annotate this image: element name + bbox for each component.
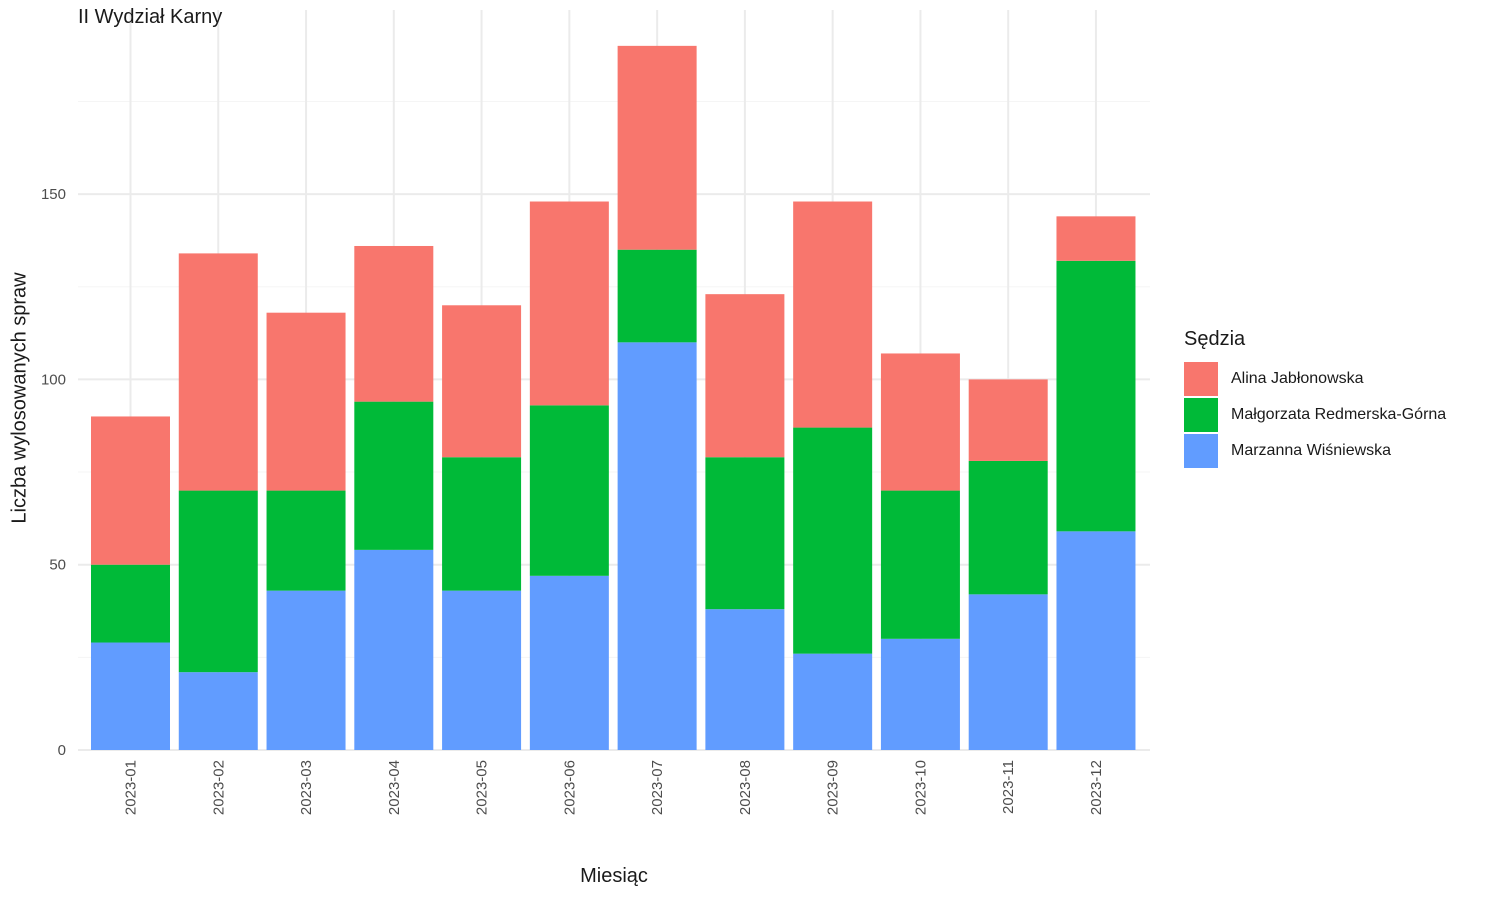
bar-segment bbox=[178, 253, 258, 491]
x-tick-label: 2023-02 bbox=[210, 760, 227, 815]
bar-segment bbox=[968, 460, 1048, 595]
bar-segment bbox=[793, 427, 873, 654]
bar-segment bbox=[91, 564, 170, 643]
bar-segment bbox=[354, 401, 434, 550]
bar-segment bbox=[880, 353, 960, 491]
bar-segment bbox=[91, 642, 170, 750]
bar-segment bbox=[880, 490, 960, 639]
chart-title: II Wydział Karny bbox=[78, 6, 223, 28]
legend-items: Alina Jabłonowska Małgorzata Redmerska-Gó… bbox=[1184, 361, 1446, 469]
legend-item: Alina Jabłonowska bbox=[1184, 361, 1446, 397]
x-tick-label: 2023-05 bbox=[474, 760, 491, 815]
legend-item: Marzanna Wiśniewska bbox=[1184, 433, 1446, 469]
bar-segment bbox=[705, 457, 785, 610]
x-tick-label: 2023-04 bbox=[386, 760, 403, 815]
legend-item: Małgorzata Redmerska-Górna bbox=[1184, 397, 1446, 433]
legend: Sędzia Alina Jabłonowska Małgorzata Redme… bbox=[1184, 328, 1446, 469]
bars bbox=[91, 45, 1136, 750]
bar-segment bbox=[91, 416, 170, 565]
bar-segment bbox=[354, 549, 434, 750]
legend-swatch bbox=[1184, 362, 1218, 396]
x-tick-label: 2023-03 bbox=[298, 760, 315, 815]
bar-segment bbox=[617, 249, 697, 343]
y-tick-label: 150 bbox=[41, 186, 66, 203]
legend-swatch bbox=[1184, 434, 1218, 468]
bar-segment bbox=[442, 457, 522, 591]
bar-segment bbox=[529, 405, 609, 576]
bar-segment bbox=[617, 342, 697, 750]
x-tick-label: 2023-09 bbox=[825, 760, 842, 815]
legend-title: Sędzia bbox=[1184, 328, 1246, 350]
x-tick-label: 2023-12 bbox=[1088, 760, 1105, 815]
x-tick-label: 2023-08 bbox=[737, 760, 754, 815]
y-axis-label: Liczba wylosowanych spraw bbox=[8, 272, 31, 524]
x-tick-label: 2023-06 bbox=[561, 760, 578, 815]
bar-segment bbox=[705, 609, 785, 750]
bar-segment bbox=[793, 201, 873, 428]
x-axis-label: Miesiąc bbox=[580, 865, 648, 887]
bar-segment bbox=[968, 379, 1048, 461]
y-tick-labels: 0 50 100 150 bbox=[41, 186, 66, 759]
bar-segment bbox=[529, 201, 609, 406]
bar-segment bbox=[266, 590, 346, 750]
x-tick-label: 2023-10 bbox=[912, 760, 929, 815]
x-tick-label: 2023-01 bbox=[123, 760, 140, 815]
legend-label: Alina Jabłonowska bbox=[1231, 370, 1364, 387]
bar-segment bbox=[968, 594, 1048, 750]
y-tick-label: 100 bbox=[41, 371, 66, 388]
bar-segment bbox=[793, 653, 873, 750]
legend-label: Małgorzata Redmerska-Górna bbox=[1231, 406, 1447, 423]
bar-segment bbox=[617, 45, 697, 250]
x-tick-labels: 2023-01 2023-02 2023-03 2023-04 2023-05 2023-… bbox=[123, 760, 1105, 815]
y-tick-label: 0 bbox=[58, 742, 66, 759]
y-tick-label: 50 bbox=[49, 557, 66, 574]
bar-segment bbox=[178, 672, 258, 750]
legend-swatch bbox=[1184, 398, 1218, 432]
bar-segment bbox=[266, 312, 346, 491]
bar-segment bbox=[529, 575, 609, 750]
bar-segment bbox=[178, 490, 258, 673]
bar-segment bbox=[705, 294, 785, 458]
bar-segment bbox=[266, 490, 346, 591]
x-tick-label: 2023-11 bbox=[1000, 760, 1017, 814]
x-tick-label: 2023-07 bbox=[649, 760, 666, 815]
bar-segment bbox=[1056, 216, 1136, 261]
bar-segment bbox=[1056, 531, 1136, 750]
bar-segment bbox=[880, 638, 960, 750]
bar-segment bbox=[442, 590, 522, 750]
bar-segment bbox=[442, 305, 522, 458]
bar-segment bbox=[354, 245, 434, 402]
legend-label: Marzanna Wiśniewska bbox=[1231, 442, 1392, 459]
bar-segment bbox=[1056, 260, 1136, 532]
